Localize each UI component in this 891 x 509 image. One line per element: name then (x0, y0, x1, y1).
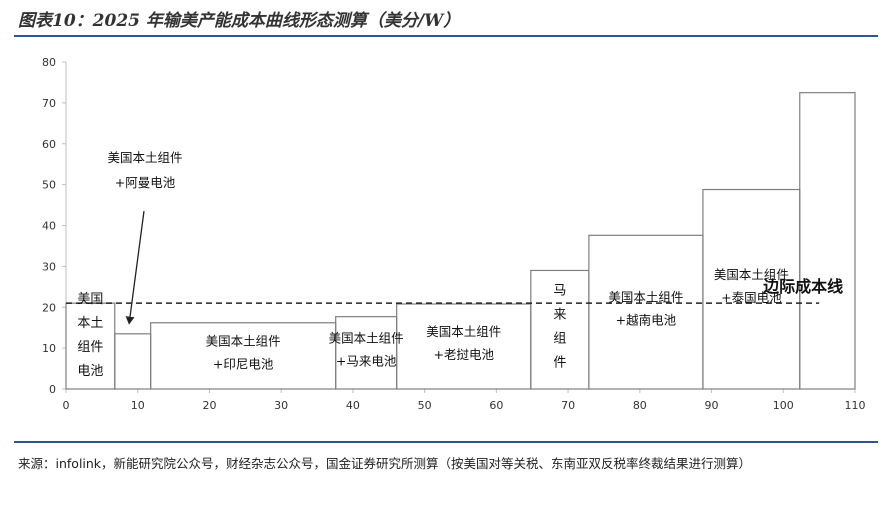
segment-label: 组件 (77, 340, 103, 355)
segment-label: +越南电池 (616, 313, 677, 328)
segment-label: 美国本土组件 (426, 324, 501, 339)
annotation-label: 美国本土组件 (107, 150, 182, 165)
annotation-arrow (125, 210, 145, 325)
segment-label: 美国本土组件 (329, 330, 404, 345)
x-tick-label: 110 (845, 399, 866, 412)
x-tick-label: 20 (202, 399, 216, 412)
segment-label: +印尼电池 (213, 356, 274, 371)
y-tick-label: 30 (42, 260, 56, 273)
cost-step-bar (799, 92, 856, 390)
y-tick-label: 0 (49, 383, 56, 396)
segment-label: 电池 (77, 364, 103, 379)
x-tick-label: 80 (633, 399, 647, 412)
cost-curve-chart: 0 10 20 30 40 50 60 70 80 0 10 20 30 40 50 60 70 80 90 100 1… (42, 56, 866, 412)
segment-label: 本土 (77, 316, 103, 331)
x-tick-label: 60 (489, 399, 503, 412)
x-tick-label: 90 (705, 399, 719, 412)
x-tick-label: 100 (773, 399, 794, 412)
y-tick-label: 10 (42, 342, 56, 355)
x-tick-label: 50 (418, 399, 432, 412)
y-tick-label: 50 (42, 179, 56, 192)
title-divider (14, 35, 878, 37)
x-tick-label: 0 (63, 399, 70, 412)
x-tick-label: 10 (131, 399, 145, 412)
y-tick-label: 40 (42, 220, 56, 233)
segment-label: 件 (553, 356, 566, 371)
footer-divider (14, 441, 878, 443)
x-tick-label: 40 (346, 399, 360, 412)
x-tick-label: 70 (561, 399, 575, 412)
y-tick-label: 20 (42, 301, 56, 314)
page-title: 图表10：2025 年输美产能成本曲线形态测算（美分/W） (18, 11, 461, 31)
segment-label: 马 (553, 284, 566, 299)
y-tick-label: 80 (42, 56, 56, 69)
segment-label: 来 (553, 308, 566, 323)
annotation-label: +阿曼电池 (115, 175, 176, 190)
x-tick-label: 30 (274, 399, 288, 412)
cost-step-bar (114, 333, 152, 390)
source-note: 来源：infolink，新能研究院公众号，财经杂志公众号，国金证券研究所测算（按… (18, 456, 752, 471)
segment-label: 美国本土组件 (714, 267, 789, 282)
segment-label: 美国 (77, 292, 103, 307)
y-tick-label: 70 (42, 97, 56, 110)
segment-label: +老挝电池 (433, 347, 494, 362)
segment-label: 美国本土组件 (608, 290, 683, 305)
segment-label: 美国本土组件 (206, 333, 281, 348)
segment-label: +泰国电池 (721, 290, 782, 305)
segment-label: 组 (553, 332, 566, 347)
segment-label: +马来电池 (336, 353, 397, 368)
y-tick-label: 60 (42, 138, 56, 151)
marginal-cost-label: 边际成本线 (762, 277, 843, 296)
